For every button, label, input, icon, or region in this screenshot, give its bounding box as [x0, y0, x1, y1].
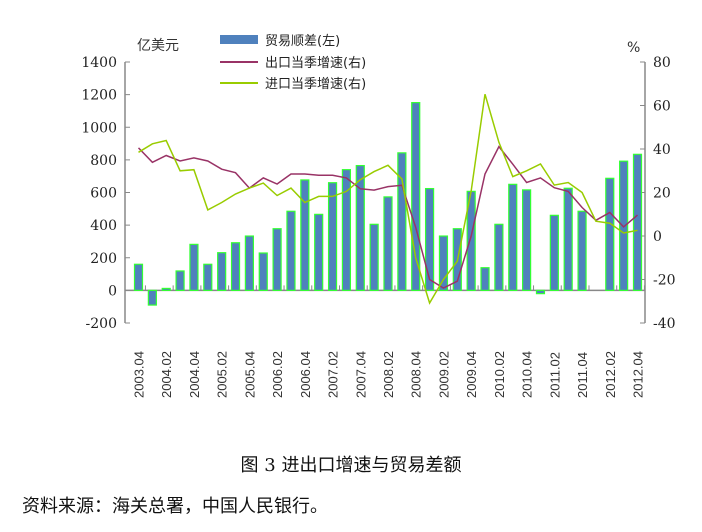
trade-surplus-bar: [272, 228, 282, 291]
trade-surplus-bar: [424, 187, 435, 291]
x-tick-label: 2009.02: [436, 351, 451, 398]
import-growth-line: [138, 93, 638, 305]
trade-surplus-bar: [605, 177, 615, 291]
x-tick-label: 2010.04: [520, 351, 535, 398]
trade-surplus-bar: [175, 270, 185, 291]
x-tick-label: 2004.02: [159, 351, 174, 398]
trade-surplus-bar: [355, 164, 365, 291]
left-tick-label: 1400: [81, 55, 117, 71]
trade-surplus-bar: [327, 182, 338, 291]
right-tick-label: 60: [653, 99, 671, 115]
trade-surplus-bar: [522, 189, 532, 291]
trade-surplus-bar: [397, 152, 407, 291]
x-tick-label: 2006.04: [298, 351, 313, 398]
trade-surplus-bar: [258, 252, 268, 291]
trade-surplus-bar: [438, 235, 449, 291]
left-tick-label: 600: [90, 186, 117, 202]
source-note: 资料来源：海关总署，中国人民银行。: [22, 496, 328, 517]
x-tick-label: 2009.04: [464, 351, 479, 398]
trade-surplus-bar: [147, 289, 157, 306]
right-tick-label: -40: [653, 316, 676, 332]
legend-label-export: 出口当季增速(右): [265, 56, 366, 71]
right-axis-unit: %: [627, 40, 640, 56]
x-tick-label: 2007.02: [326, 351, 341, 398]
legend-label-trade-surplus: 贸易顺差(左): [265, 34, 340, 49]
trade-surplus-bar: [632, 153, 643, 291]
right-tick-label: 20: [653, 186, 671, 202]
x-tick-label: 2010.02: [492, 351, 507, 398]
legend-label-import: 进口当季增速(右): [265, 77, 366, 92]
x-tick-label: 2008.02: [381, 351, 396, 398]
x-tick-label: 2011.04: [575, 352, 590, 398]
trade-surplus-bar: [619, 160, 629, 291]
right-tick-label: 0: [653, 229, 662, 245]
trade-surplus-bar: [411, 102, 421, 291]
left-tick-label: 800: [90, 153, 117, 169]
trade-surplus-bar: [341, 169, 352, 291]
x-tick-label: 2012.02: [603, 351, 618, 398]
trade-surplus-bar: [244, 235, 254, 291]
left-tick-label: -200: [86, 316, 117, 332]
x-tick-label: 2006.02: [270, 351, 285, 398]
trade-surplus-bar: [494, 223, 504, 291]
export-growth-line: [137, 145, 638, 289]
x-tick-label: 2005.02: [215, 351, 230, 398]
legend-swatch-trade-surplus: [220, 35, 258, 44]
x-tick-label: 2004.04: [187, 351, 202, 398]
trade-surplus-bar: [383, 196, 393, 291]
trade-surplus-bar: [535, 289, 546, 295]
trade-surplus-bar: [480, 267, 490, 291]
left-tick-label: 0: [108, 283, 117, 299]
right-tick-label: 40: [653, 142, 671, 158]
left-axis-unit: 亿美元: [137, 38, 179, 54]
left-tick-label: 1200: [81, 88, 117, 104]
trade-surplus-bar: [563, 187, 573, 291]
left-tick-label: 400: [90, 218, 117, 234]
trade-surplus-bar: [189, 243, 199, 291]
trade-surplus-bar: [161, 287, 171, 291]
trade-surplus-bar: [203, 263, 213, 291]
trade-surplus-bar: [286, 210, 296, 291]
x-tick-label: 2008.04: [409, 351, 424, 398]
trade-surplus-bar: [577, 210, 587, 291]
left-tick-label: 200: [90, 251, 117, 267]
x-tick-label: 2011.02: [547, 352, 562, 398]
trade-surplus-bar: [133, 263, 144, 291]
x-tick-label: 2003.04: [132, 351, 147, 398]
x-tick-label: 2007.04: [353, 351, 368, 398]
legend: 贸易顺差(左) 出口当季增速(右) 进口当季增速(右): [220, 34, 366, 92]
trade-surplus-bar: [508, 183, 518, 291]
figure-caption: 图 3 进出口增速与贸易差额: [240, 455, 462, 476]
chart: 亿美元 % 贸易顺差(左) 出口当季增速(右) 进口当季增速(右) -20002…: [81, 34, 676, 398]
x-tick-label: 2005.04: [242, 351, 257, 398]
trade-surplus-bar: [300, 179, 310, 291]
trade-surplus-bar: [369, 223, 379, 291]
trade-surplus-bar: [230, 242, 241, 291]
trade-surplus-bar: [314, 213, 324, 291]
right-tick-label: -20: [653, 273, 676, 289]
right-tick-label: 80: [653, 55, 671, 71]
x-tick-label: 2012.04: [631, 351, 646, 398]
trade-surplus-bar: [549, 214, 559, 291]
trade-surplus-bar: [217, 252, 227, 291]
left-tick-label: 1000: [81, 120, 117, 136]
